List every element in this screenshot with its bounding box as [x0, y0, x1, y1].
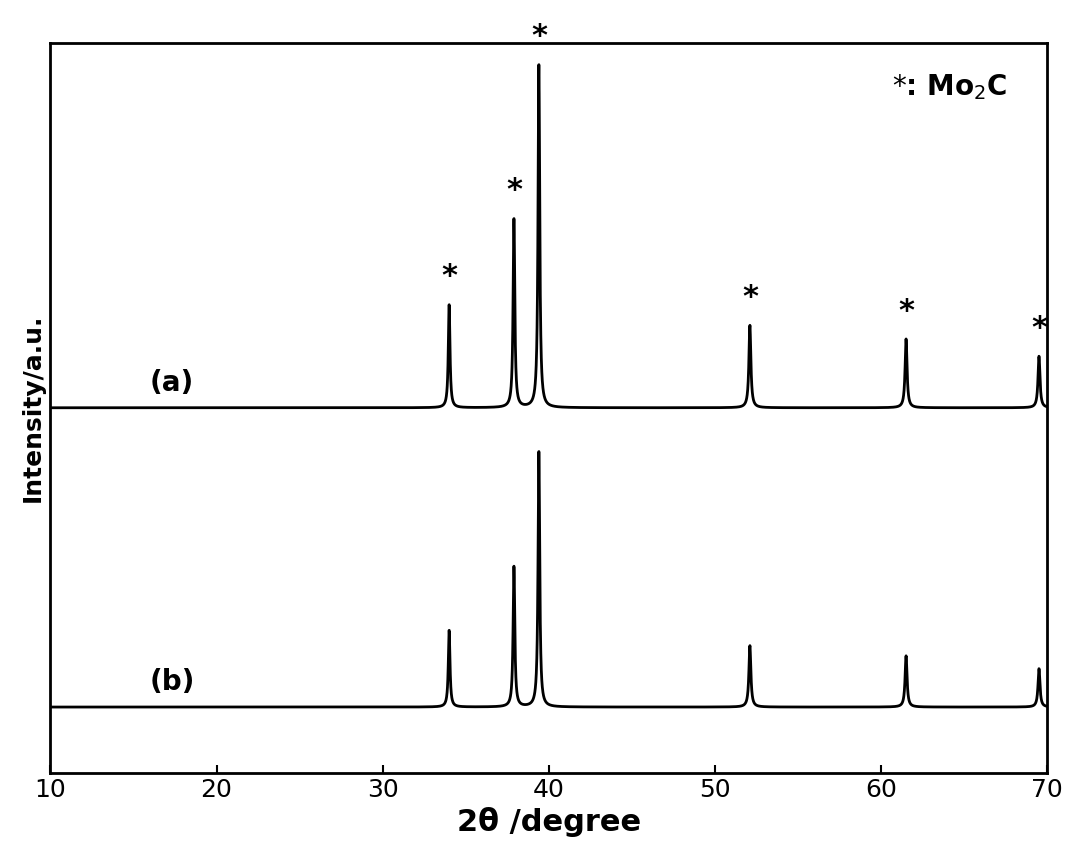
Text: *: *: [506, 177, 522, 205]
Text: *: *: [531, 21, 546, 51]
X-axis label: 2θ /degree: 2θ /degree: [456, 807, 641, 837]
Text: (a): (a): [150, 369, 194, 396]
Text: *: *: [741, 283, 758, 312]
Y-axis label: Intensity/a.u.: Intensity/a.u.: [21, 313, 44, 502]
Text: $*$: Mo$_2$C: $*$: Mo$_2$C: [892, 72, 1007, 102]
Text: *: *: [441, 263, 457, 292]
Text: *: *: [1031, 314, 1047, 343]
Text: *: *: [898, 297, 914, 326]
Text: (b): (b): [150, 668, 195, 696]
